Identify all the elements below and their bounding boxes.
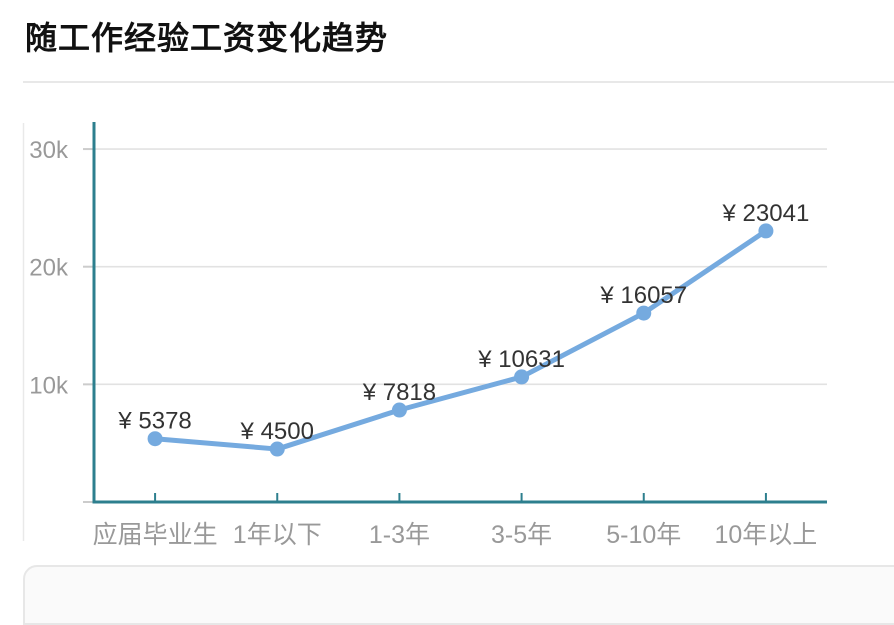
x-axis-label: 1-3年 [369,521,430,549]
y-axis-label: 10k [29,372,69,399]
data-point[interactable] [758,223,774,239]
x-axis-label: 3-5年 [491,521,552,549]
data-point-label: ¥ 16057 [599,282,687,309]
x-axis-label: 10年以上 [715,521,818,549]
data-point[interactable] [147,431,163,447]
data-point-label: ¥ 5378 [117,408,191,435]
next-section-card [23,565,894,625]
x-axis-label: 1年以下 [233,521,322,549]
data-point[interactable] [636,305,652,321]
data-point[interactable] [514,369,530,385]
data-point[interactable] [269,441,285,457]
salary-trend-chart-canvas: 10k 20k 30k 应届毕业生 1年以下 1-3年 3-5年 5-10年 10年以上 ¥ 53… [22,122,827,549]
page-header: 随工作经验工资变化趋势 [0,0,894,59]
title-divider [23,81,894,83]
data-point-label: ¥ 7818 [362,379,436,406]
data-line [152,228,769,452]
data-point[interactable] [391,402,407,418]
data-point-label: ¥ 23041 [722,200,810,227]
page-title: 随工作经验工资变化趋势 [25,20,389,56]
salary-trend-chart: 10k 20k 30k 应届毕业生 1年以下 1-3年 3-5年 5-10年 10年以上 ¥ 53… [0,82,894,560]
x-axis-label: 5-10年 [606,521,681,549]
y-axis-label: 20k [29,255,69,282]
y-axis-label: 30k [29,137,69,164]
data-point-label: ¥ 4500 [240,418,314,445]
data-point-label: ¥ 10631 [477,346,565,373]
x-axis-label: 应届毕业生 [93,521,218,549]
